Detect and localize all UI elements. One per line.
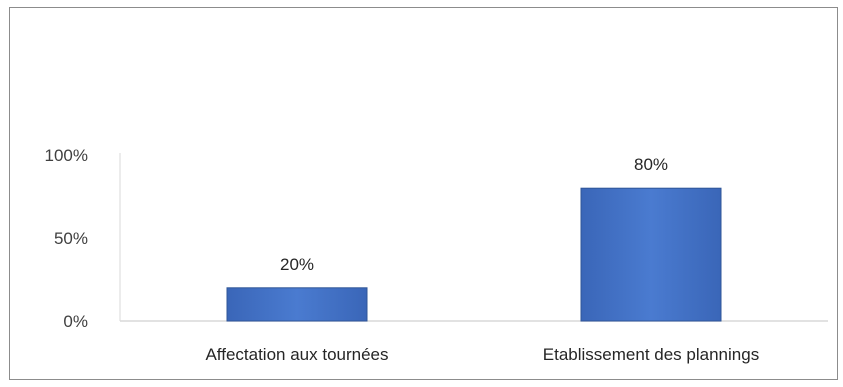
data-label: 20% — [280, 255, 314, 274]
category-labels: Affectation aux tournées Etablissement de… — [205, 345, 759, 364]
bar — [580, 187, 722, 322]
bar-series — [226, 187, 722, 322]
data-labels: 20% 80% — [280, 155, 668, 274]
y-tick-label: 100% — [45, 146, 88, 165]
y-tick-label: 0% — [63, 312, 88, 331]
y-tick-label: 50% — [54, 229, 88, 248]
y-axis-ticks: 0% 50% 100% — [45, 146, 88, 331]
chart-axes — [119, 153, 828, 322]
bar — [226, 287, 368, 322]
category-label: Affectation aux tournées — [205, 345, 388, 364]
data-label: 80% — [634, 155, 668, 174]
category-label: Etablissement des plannings — [543, 345, 759, 364]
